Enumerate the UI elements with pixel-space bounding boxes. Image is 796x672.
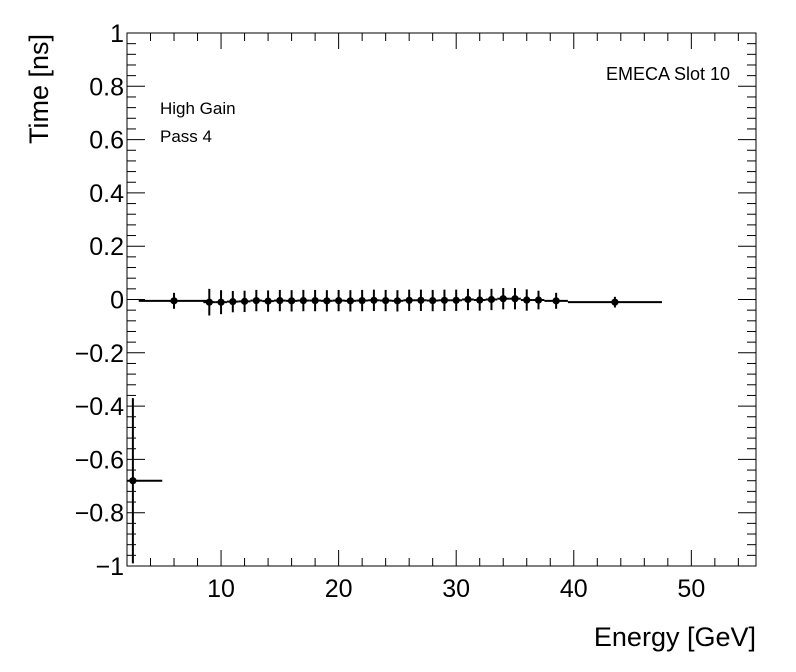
point-marker	[240, 297, 249, 305]
data-point	[332, 289, 345, 312]
data-point	[215, 290, 227, 315]
point-marker	[440, 296, 449, 304]
data-point	[450, 289, 463, 311]
x-tick-label: 50	[677, 575, 705, 603]
data-point	[320, 290, 333, 312]
y-tick-label: 0.6	[89, 127, 124, 155]
x-tick-label: 40	[560, 575, 588, 603]
y-tick-label: −0.2	[75, 340, 124, 368]
point-marker	[335, 296, 343, 305]
data-point	[285, 290, 298, 312]
data-point	[127, 398, 163, 564]
point-marker	[382, 296, 390, 305]
data-point	[462, 288, 474, 311]
point-marker	[552, 297, 560, 305]
point-marker	[217, 298, 225, 306]
annotation-slot: EMECA Slot 10	[606, 64, 730, 84]
point-marker	[358, 296, 366, 305]
point-marker	[346, 297, 354, 305]
data-point	[203, 288, 216, 316]
x-tick-label: 20	[325, 575, 353, 603]
data-point	[485, 288, 498, 311]
data-point	[309, 289, 321, 312]
data-point	[368, 289, 380, 311]
y-tick-label: 1	[110, 20, 124, 48]
point-marker	[311, 296, 319, 305]
point-marker	[499, 295, 507, 303]
point-marker	[464, 295, 472, 304]
data-point	[344, 290, 357, 312]
point-marker	[323, 297, 331, 305]
data-point	[138, 292, 210, 309]
point-marker	[611, 298, 619, 306]
data-point	[379, 289, 392, 312]
point-marker	[170, 297, 178, 305]
data-point	[238, 290, 251, 313]
y-tick-label: 0.2	[89, 233, 124, 261]
data-point	[567, 296, 662, 308]
point-marker	[452, 296, 460, 304]
data-point	[520, 289, 533, 311]
data-point	[497, 288, 510, 310]
data-point	[438, 289, 451, 311]
y-tick-label: −0.8	[75, 500, 124, 528]
x-axis-label: Energy [GeV]	[594, 622, 756, 652]
y-tick-label: −1	[95, 553, 124, 581]
data-point	[297, 289, 310, 312]
annotation-high-gain: High Gain	[160, 99, 236, 118]
y-axis-label: Time [ns]	[24, 34, 54, 144]
point-marker	[405, 296, 413, 304]
data-point	[544, 292, 568, 309]
x-tick-label: 30	[442, 575, 470, 603]
y-tick-label: −0.6	[75, 446, 124, 474]
data-point	[273, 289, 286, 312]
point-marker	[205, 298, 213, 306]
data-point	[226, 290, 239, 313]
y-tick-label: 0.4	[89, 180, 124, 208]
point-marker	[487, 295, 496, 304]
data-point	[532, 290, 545, 310]
y-tick-label: −0.4	[75, 393, 124, 421]
data-point	[250, 289, 263, 312]
point-marker	[476, 296, 484, 304]
data-point	[262, 290, 274, 312]
y-tick-label: 0.8	[89, 73, 124, 101]
data-point	[391, 290, 404, 312]
x-tick-label: 10	[207, 575, 235, 603]
point-marker	[287, 297, 296, 305]
point-marker	[511, 295, 519, 303]
point-marker	[252, 296, 260, 305]
data-point	[509, 288, 521, 310]
y-tick-label: 0	[110, 287, 124, 315]
point-marker	[523, 296, 531, 304]
point-marker	[429, 296, 437, 305]
data-point	[426, 289, 439, 312]
point-marker	[534, 296, 543, 304]
point-marker	[264, 297, 272, 305]
point-marker	[370, 296, 378, 304]
point-marker	[229, 298, 237, 306]
point-marker	[393, 297, 402, 305]
point-marker	[299, 296, 307, 305]
data-point	[403, 289, 416, 311]
data-point	[415, 289, 427, 311]
point-marker	[129, 477, 137, 485]
point-marker	[417, 296, 425, 304]
annotation-pass: Pass 4	[160, 127, 212, 146]
data-point	[356, 289, 369, 312]
point-marker	[276, 296, 284, 305]
data-point	[473, 289, 486, 311]
